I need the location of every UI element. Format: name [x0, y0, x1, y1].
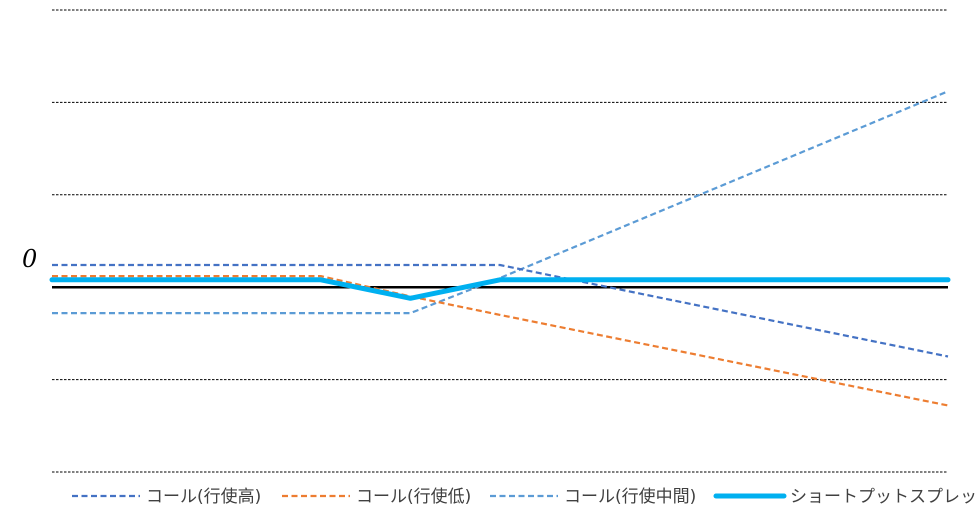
- gridlines: [52, 9, 948, 473]
- series-line-2: [52, 275, 949, 407]
- legend-label-3: コール(行使中間): [564, 486, 696, 507]
- legend-label-2: コール(行使低): [356, 486, 471, 507]
- legend: コール(行使高) コール(行使低) コール(行使中間) ショートプットスプレッド: [72, 486, 978, 507]
- series-line-1: [52, 263, 949, 358]
- legend-label-4: ショートプットスプレッド: [790, 487, 978, 507]
- series-line-4: [49, 277, 951, 301]
- legend-label-1: コール(行使高): [146, 486, 261, 507]
- series-layer: [49, 90, 951, 407]
- y-tick-label-zero: 0: [22, 245, 37, 273]
